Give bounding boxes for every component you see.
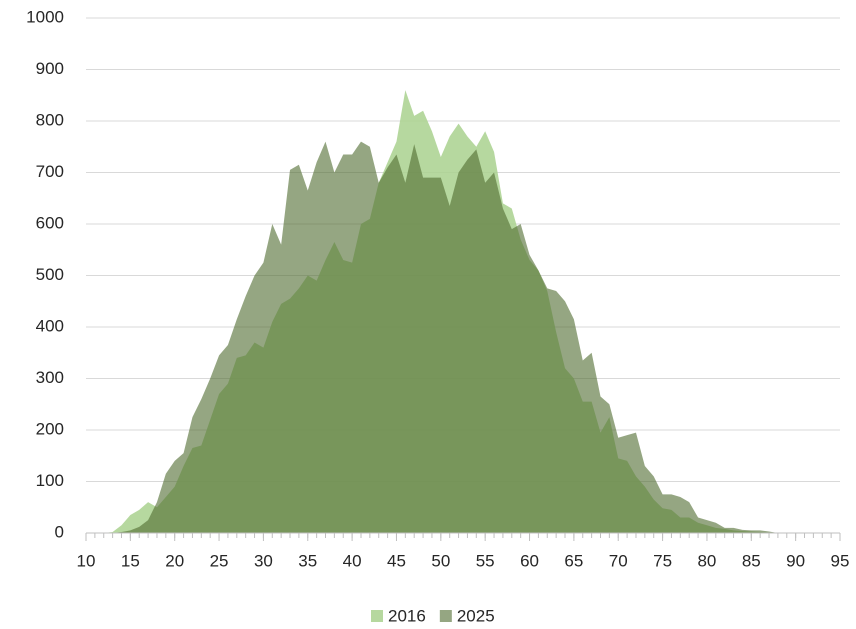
x-tick-label: 40 — [343, 551, 362, 570]
y-tick-label: 400 — [36, 316, 64, 335]
x-tick-label: 45 — [387, 551, 406, 570]
x-tick-label: 60 — [520, 551, 539, 570]
x-tick-label: 75 — [653, 551, 672, 570]
area — [86, 141, 840, 533]
y-tick-label: 0 — [55, 522, 64, 541]
x-tick-label: 80 — [697, 551, 716, 570]
x-tick-label: 65 — [564, 551, 583, 570]
y-tick-label: 100 — [36, 471, 64, 490]
x-tick-label: 25 — [210, 551, 229, 570]
x-tick-label: 70 — [609, 551, 628, 570]
x-tick-label: 30 — [254, 551, 273, 570]
y-tick-label: 900 — [36, 59, 64, 78]
legend-swatch — [439, 610, 452, 622]
x-tick-label: 35 — [298, 551, 317, 570]
y-tick-label: 500 — [36, 265, 64, 284]
y-tick-label: 600 — [36, 213, 64, 232]
legend-label: 2025 — [457, 606, 495, 625]
y-tick-label: 200 — [36, 419, 64, 438]
x-tick-label: 10 — [77, 551, 96, 570]
x-tick-label: 20 — [165, 551, 184, 570]
legend-swatch — [371, 610, 383, 622]
y-tick-label: 1000 — [26, 7, 64, 26]
x-tick-label: 15 — [121, 551, 140, 570]
x-tick-label: 55 — [476, 551, 495, 570]
x-tick-label: 50 — [431, 551, 450, 570]
x-tick-label: 90 — [786, 551, 805, 570]
x-tick-label: 85 — [742, 551, 761, 570]
y-tick-label: 800 — [36, 110, 64, 129]
y-tick-label: 300 — [36, 368, 64, 387]
legend-label: 2016 — [388, 606, 426, 625]
x-tick-label: 95 — [831, 551, 850, 570]
y-tick-label: 700 — [36, 162, 64, 181]
